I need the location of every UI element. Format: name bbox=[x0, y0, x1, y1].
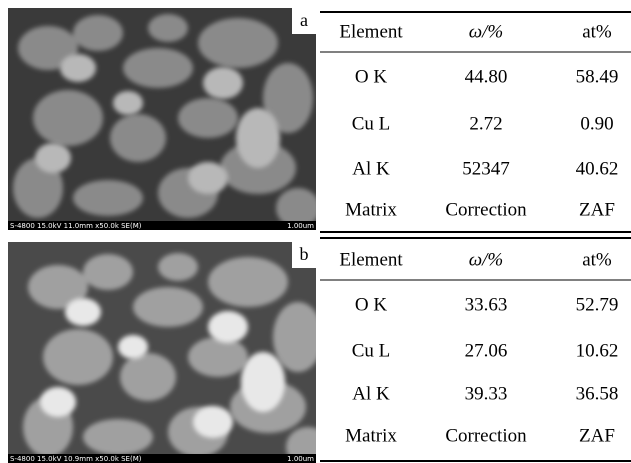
table-header: Element bbox=[339, 21, 403, 42]
table-cell: Correction bbox=[445, 199, 527, 220]
table-cell: 10.62 bbox=[576, 340, 619, 361]
panel-label: b bbox=[300, 244, 309, 264]
table-header: at% bbox=[582, 249, 612, 270]
sem-info: S-4800 15.0kV 10.9mm x50.0k SE(M) bbox=[10, 455, 142, 463]
table-cell: Cu L bbox=[352, 340, 391, 361]
table-cell: 40.62 bbox=[576, 158, 619, 179]
table-cell: Al K bbox=[352, 158, 390, 179]
sem-image: a S-4800 15.0kV 11.0mm x50.0k SE(M) 1.00… bbox=[8, 8, 320, 230]
scale-bar: 1.00um bbox=[287, 222, 314, 230]
table-cell: 39.33 bbox=[465, 383, 508, 404]
table-cell: O K bbox=[355, 294, 387, 315]
tables: Element ω/% at% O K 44.80 58.49 Cu L 2.72 0.90 Al… bbox=[339, 21, 618, 446]
table-header: Element bbox=[339, 249, 403, 270]
table-cell: ZAF bbox=[579, 199, 615, 220]
table-cell: Cu L bbox=[352, 113, 391, 134]
scale-bar: 1.00um bbox=[287, 455, 314, 463]
figure: a S-4800 15.0kV 11.0mm x50.0k SE(M) 1.00… bbox=[0, 0, 631, 463]
table-cell: 52.79 bbox=[576, 294, 619, 315]
table-cell: Al K bbox=[352, 383, 390, 404]
table-cell: 0.90 bbox=[580, 113, 613, 134]
table-cell: 44.80 bbox=[465, 66, 508, 87]
sem-image: b S-4800 15.0kV 10.9mm x50.0k SE(M) 1.00… bbox=[8, 242, 330, 463]
table-header: ω/% bbox=[469, 249, 504, 270]
table-cell: Matrix bbox=[345, 199, 397, 220]
table-cell: 58.49 bbox=[576, 66, 619, 87]
table-cell: ZAF bbox=[579, 425, 615, 446]
sem-info: S-4800 15.0kV 11.0mm x50.0k SE(M) bbox=[10, 222, 142, 230]
table-cell: 52347 bbox=[462, 158, 510, 179]
table-cell: 2.72 bbox=[469, 113, 502, 134]
table-cell: Correction bbox=[445, 425, 527, 446]
table-cell: 33.63 bbox=[465, 294, 508, 315]
table-cell: 27.06 bbox=[465, 340, 508, 361]
table-cell: 36.58 bbox=[576, 383, 619, 404]
table-header: at% bbox=[582, 21, 612, 42]
table-header: ω/% bbox=[469, 21, 504, 42]
table-cell: O K bbox=[355, 66, 387, 87]
table-cell: Matrix bbox=[345, 425, 397, 446]
panel-label: a bbox=[300, 10, 308, 30]
